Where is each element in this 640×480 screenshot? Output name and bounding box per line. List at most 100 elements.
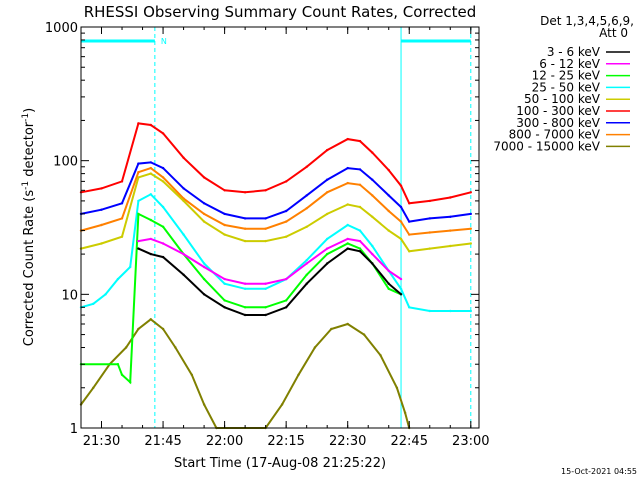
- series-point-1-10: [326, 247, 329, 250]
- series-point-1-6: [243, 282, 247, 285]
- series-point-6-9: [243, 217, 247, 220]
- series-point-3-17: [358, 229, 362, 232]
- series-point-5-17: [387, 168, 390, 172]
- series-point-6-10: [264, 217, 267, 220]
- series-point-5-9: [243, 191, 247, 194]
- x-tick-label-0: 21:30: [83, 434, 120, 449]
- series-point-3-20: [399, 287, 403, 290]
- series-point-5-4: [149, 123, 152, 127]
- series-point-5-2: [120, 180, 124, 183]
- x-tick-label-5: 22:45: [391, 434, 428, 449]
- series-point-2-5: [149, 218, 152, 222]
- series-point-7-2: [120, 217, 124, 220]
- y-tick-label-0: 1: [70, 422, 78, 437]
- series-point-5-15: [358, 139, 362, 143]
- series-point-4-14: [346, 203, 349, 206]
- series-point-6-17: [387, 194, 390, 197]
- series-point-5-21: [449, 196, 452, 199]
- series-point-6-6: [182, 187, 185, 190]
- series-point-2-4: [137, 212, 140, 216]
- series-point-7-15: [358, 183, 362, 186]
- series-point-3-14: [305, 259, 308, 262]
- series-point-2-16: [358, 247, 362, 250]
- series-point-2-18: [387, 287, 390, 290]
- series-point-6-2: [120, 202, 124, 205]
- legend-label-1: 6 - 12 keV: [539, 57, 601, 71]
- series-point-5-22: [469, 191, 472, 194]
- series-point-8-19: [395, 386, 399, 389]
- series-point-4-13: [326, 212, 329, 216]
- series-point-3-1: [92, 302, 95, 305]
- series-point-2-12: [285, 299, 288, 302]
- series-point-7-9: [243, 227, 247, 230]
- series-point-1-2: [161, 242, 165, 245]
- series-point-4-12: [305, 225, 308, 228]
- series-point-4-1: [100, 242, 103, 245]
- series-point-7-11: [285, 220, 288, 223]
- legend-header-attenuator: Att 0: [599, 26, 628, 40]
- series-point-5-20: [428, 199, 431, 203]
- x-tick-label-1: 21:45: [144, 434, 181, 449]
- series-point-1-8: [285, 277, 288, 281]
- series-point-1-3: [182, 252, 185, 256]
- series-line-0: [137, 247, 402, 316]
- series-point-6-3: [137, 162, 140, 165]
- series-point-7-8: [223, 223, 226, 227]
- plot-frame: [80, 26, 480, 429]
- series-point-4-16: [371, 215, 374, 218]
- legend-label-3: 25 - 50 keV: [532, 80, 601, 94]
- series-point-8-4: [137, 327, 140, 331]
- series-point-6-12: [305, 194, 308, 197]
- series-point-8-16: [346, 322, 349, 326]
- series-point-8-14: [313, 346, 317, 349]
- series-point-7-10: [264, 227, 267, 230]
- y-axis-label: Corrected Count Rate (s-1 detector-1): [21, 108, 37, 346]
- series-point-6-8: [223, 212, 226, 216]
- series-point-8-5: [149, 318, 152, 321]
- series-point-0-9: [305, 282, 308, 285]
- series-point-7-7: [202, 212, 206, 216]
- series-point-7-16: [371, 194, 374, 197]
- series-point-8-12: [280, 403, 284, 406]
- series-point-7-1: [100, 223, 103, 227]
- x-tick-label-4: 22:30: [329, 434, 366, 449]
- series-point-5-11: [285, 180, 288, 183]
- series-point-5-3: [137, 122, 140, 125]
- series-point-4-5: [161, 180, 165, 183]
- series-point-7-22: [469, 227, 472, 230]
- y-tick-label-2: 100: [53, 155, 78, 170]
- legend-header-detectors: Det 1,3,4,5,6,9,: [540, 14, 634, 28]
- series-point-2-15: [346, 242, 349, 245]
- series-point-6-18: [399, 205, 403, 209]
- night-marker-label: N: [161, 37, 167, 46]
- series-point-3-4: [129, 265, 132, 269]
- series-point-7-12: [305, 207, 308, 210]
- series-point-1-9: [305, 262, 308, 265]
- series-point-1-13: [371, 252, 374, 256]
- series-point-8-18: [379, 354, 382, 357]
- series-point-0-2: [161, 255, 165, 259]
- series-line-1: [138, 237, 402, 285]
- series-point-7-13: [326, 191, 329, 194]
- series-point-1-4: [202, 265, 206, 269]
- x-tick-label-2: 22:00: [206, 434, 243, 449]
- series-point-8-20: [403, 411, 407, 414]
- series-point-8-3: [124, 346, 128, 349]
- series-point-0-6: [243, 313, 247, 317]
- series-point-6-16: [371, 178, 374, 181]
- series-point-2-11: [264, 306, 267, 309]
- series-layer: [79, 122, 472, 430]
- series-point-4-9: [243, 239, 247, 243]
- footer-timestamp: 15-Oct-2021 04:55: [561, 467, 637, 476]
- series-point-7-14: [346, 181, 349, 185]
- series-point-5-18: [399, 184, 403, 187]
- y-tick-label-1: 10: [61, 288, 78, 303]
- series-point-6-1: [100, 208, 103, 211]
- series-point-3-7: [161, 205, 165, 209]
- y-tick-label-3: 1000: [45, 21, 78, 36]
- series-point-5-10: [264, 189, 267, 192]
- series-point-0-15: [399, 293, 403, 296]
- series-point-1-15: [399, 277, 403, 281]
- series-point-4-22: [469, 242, 472, 245]
- series-point-5-8: [223, 189, 226, 192]
